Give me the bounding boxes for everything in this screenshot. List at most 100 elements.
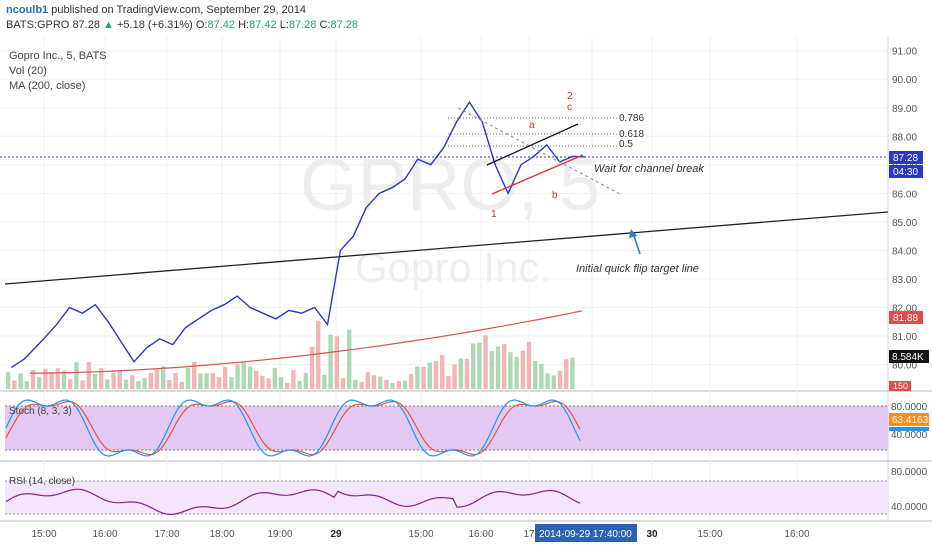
svg-text:04:30: 04:30	[893, 167, 918, 178]
arrow-icon	[629, 229, 641, 255]
time-tick-label: 16:00	[92, 529, 117, 540]
volume-bar	[185, 368, 191, 389]
volume-bar	[49, 372, 54, 389]
time-tick-label: 17	[523, 529, 535, 540]
volume-bar	[86, 361, 91, 389]
main-pane[interactable]	[0, 37, 888, 390]
rsi-tick-40: 40.0000	[891, 502, 928, 513]
volume-bar	[471, 343, 476, 389]
volume-bar	[502, 344, 507, 389]
last-price-label: 87.28	[72, 19, 100, 31]
volume-bar	[347, 329, 352, 389]
volume-bar	[365, 372, 370, 389]
volume-bar	[297, 381, 302, 389]
volume-bar	[322, 374, 327, 389]
dashed-trend-line[interactable]	[457, 107, 621, 195]
time-tick-label: 15:00	[697, 529, 722, 540]
volume-bar	[260, 375, 265, 389]
channel-upper-line[interactable]	[486, 123, 579, 166]
price-tick-label: 89.00	[892, 104, 917, 115]
watermark-name: Gopro Inc.	[355, 244, 551, 291]
volume-bar	[533, 360, 538, 389]
volume-bar	[384, 379, 389, 389]
price-tick-label: 80.00	[892, 361, 917, 372]
volume-bar	[545, 373, 550, 389]
wave-a-label: a	[529, 120, 535, 131]
volume-bar	[415, 366, 420, 389]
volume-bar	[396, 381, 401, 389]
volume-bar	[378, 376, 383, 389]
l-label: L:	[279, 19, 289, 31]
volume-bar	[464, 358, 470, 389]
volume-bar	[477, 342, 482, 389]
volume-bar	[105, 379, 110, 389]
wave-2-label: 2	[567, 91, 573, 102]
target-trend-line[interactable]	[4, 211, 889, 285]
stoch-value-badge: 63.4163	[889, 413, 929, 431]
price-tick-label: 88.00	[892, 132, 917, 143]
time-tick-label: 19:00	[267, 529, 292, 540]
volume-bar	[495, 346, 501, 389]
volume-bar	[130, 375, 135, 389]
time-axis[interactable]: 15:00 16:00 17:00 18:00 19:00 29 15:00 16:00 17 1…	[31, 529, 809, 540]
volume-bar	[508, 352, 513, 389]
volume-bar	[179, 381, 184, 389]
volume-bar	[390, 382, 395, 389]
wave-c-label: c	[567, 102, 572, 113]
rsi-tick-80: 80.0000	[891, 467, 928, 478]
svg-text:150: 150	[893, 381, 908, 391]
price-tick-label: 85.00	[892, 218, 917, 229]
fib-0786-label: 0.786	[619, 113, 644, 124]
time-tick-label: 15:00	[31, 529, 56, 540]
volume-bar	[123, 379, 129, 389]
volume-bar	[136, 381, 141, 389]
quote-line: BATS:GPRO 87.28 ▲ +5.18 (+6.31%) O:87.42…	[6, 19, 358, 31]
username-link[interactable]: ncoulb1	[6, 4, 49, 16]
volume-bar	[80, 380, 85, 389]
volume-bar	[340, 378, 346, 389]
volume-bar	[489, 350, 494, 389]
volume-bar	[161, 366, 166, 389]
volume-bar	[18, 373, 23, 389]
svg-text:2014-09-29 17:40:00: 2014-09-29 17:40:00	[539, 529, 632, 540]
volume-bar	[309, 346, 315, 389]
volume-bar	[68, 379, 73, 389]
volume-bar	[216, 377, 222, 389]
volume-bar	[440, 354, 445, 389]
volume-bar	[204, 373, 209, 389]
ma-line	[30, 310, 583, 374]
volume-bar	[30, 370, 36, 389]
volume-bar	[154, 369, 160, 389]
volume-bar	[334, 336, 339, 389]
time-tick-label: 16:00	[468, 529, 493, 540]
volume-bars	[6, 320, 575, 389]
channel-lower-line[interactable]	[491, 154, 584, 195]
volume-bar	[192, 361, 197, 389]
volume-bar	[353, 379, 358, 389]
o-label: O:	[195, 19, 208, 31]
volume-bar	[285, 382, 290, 389]
legend-ma: MA (200, close)	[9, 80, 85, 92]
price-line	[11, 100, 586, 368]
volume-bar	[402, 380, 408, 389]
target-note: Initial quick flip target line	[576, 263, 699, 275]
volume-bar	[539, 363, 544, 389]
volume-bar	[564, 359, 569, 389]
volume-bar	[12, 380, 17, 389]
volume-bar	[551, 375, 556, 389]
fib-05-label: 0.5	[619, 139, 633, 150]
price-tick-label: 84.00	[892, 246, 917, 257]
volume-bar	[570, 357, 575, 389]
stoch-band	[5, 406, 888, 450]
volume-bar	[291, 370, 296, 389]
volume-bar	[173, 373, 178, 389]
publisher-line: ncoulb1 published on TradingView.com, Se…	[6, 4, 306, 16]
time-tick-label: 18:00	[209, 529, 234, 540]
volume-bar	[111, 373, 116, 389]
channel-note: Wait for channel break	[594, 163, 704, 175]
volume-bar	[433, 360, 439, 389]
volume-bar	[74, 362, 79, 389]
volume-bar	[371, 375, 377, 389]
volume-bar	[359, 381, 364, 389]
